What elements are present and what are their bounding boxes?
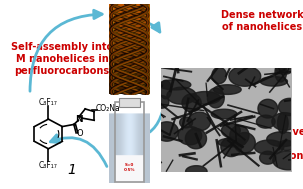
Text: 1: 1 — [67, 163, 76, 177]
Polygon shape — [190, 91, 220, 104]
Text: N: N — [75, 115, 83, 124]
Polygon shape — [275, 62, 287, 82]
Polygon shape — [182, 94, 201, 112]
Text: O: O — [76, 129, 83, 139]
Polygon shape — [229, 66, 261, 86]
Polygon shape — [160, 80, 171, 99]
Text: S=0
0.5%: S=0 0.5% — [124, 163, 135, 172]
Polygon shape — [167, 87, 196, 104]
Polygon shape — [211, 109, 237, 119]
Polygon shape — [260, 151, 276, 164]
Polygon shape — [278, 140, 294, 150]
Bar — [119, 98, 140, 107]
Polygon shape — [272, 113, 298, 130]
Polygon shape — [221, 123, 240, 137]
Polygon shape — [214, 85, 241, 94]
Bar — [115, 102, 144, 182]
Polygon shape — [267, 132, 298, 146]
Text: C₈F₁₇: C₈F₁₇ — [39, 161, 58, 170]
Polygon shape — [218, 138, 246, 147]
Polygon shape — [155, 122, 178, 141]
Polygon shape — [258, 99, 278, 118]
Polygon shape — [155, 96, 169, 108]
Polygon shape — [273, 151, 303, 170]
Polygon shape — [180, 117, 192, 128]
Polygon shape — [159, 80, 191, 90]
Polygon shape — [276, 64, 293, 74]
Polygon shape — [230, 125, 249, 145]
Polygon shape — [234, 132, 255, 153]
Polygon shape — [207, 88, 224, 108]
Polygon shape — [185, 129, 207, 149]
Text: Dense network
of nanohelices: Dense network of nanohelices — [221, 10, 303, 32]
Text: C₈F₁₇: C₈F₁₇ — [39, 98, 58, 107]
Text: Highly effective
gelation of
perfluorocarbons: Highly effective gelation of perfluoroca… — [215, 127, 303, 161]
Text: CO₂Na: CO₂Na — [96, 104, 121, 113]
Polygon shape — [212, 67, 227, 84]
Polygon shape — [221, 137, 241, 157]
Polygon shape — [178, 126, 202, 145]
Polygon shape — [186, 166, 207, 177]
Polygon shape — [255, 140, 284, 155]
Polygon shape — [278, 98, 301, 115]
Polygon shape — [260, 77, 288, 86]
Polygon shape — [256, 115, 275, 128]
Text: Self-assembly into
M nanohelices in
perfluorocarbons: Self-assembly into M nanohelices in perf… — [11, 42, 113, 76]
Polygon shape — [278, 113, 288, 134]
Polygon shape — [188, 112, 211, 131]
